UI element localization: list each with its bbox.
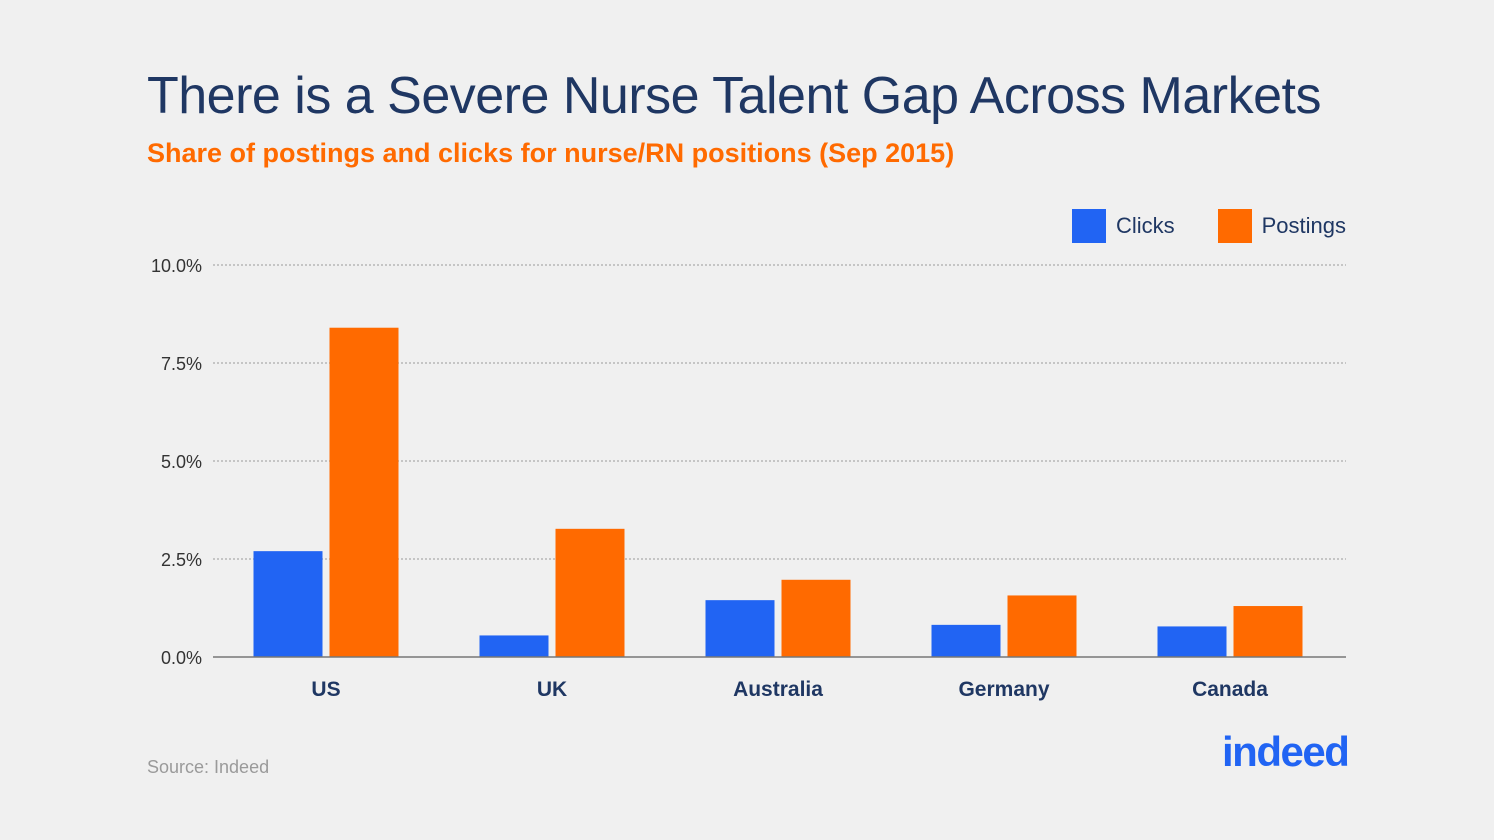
y-tick-label: 2.5% [161,550,202,570]
bar-clicks-us [253,551,323,657]
bar-postings-germany [1007,595,1077,657]
legend-swatch-clicks [1071,209,1106,243]
legend-label-postings: Postings [1261,213,1346,238]
x-tick-label: US [311,678,340,701]
x-tick-label: Germany [958,678,1049,701]
bar-clicks-uk [479,635,549,657]
bar-postings-us [329,327,399,657]
chart-title: There is a Severe Nurse Talent Gap Acros… [147,67,1321,125]
source-note: Source: Indeed [147,757,270,777]
y-tick-label: 0.0% [161,648,202,668]
x-tick-label: Australia [733,678,823,701]
y-tick-label: 7.5% [161,354,202,374]
bar-clicks-australia [705,600,775,657]
bar-postings-australia [781,579,851,657]
legend-item-clicks: Clicks [1071,209,1175,243]
bar-clicks-germany [931,624,1001,657]
legend-swatch-postings [1217,209,1252,243]
y-tick-label: 5.0% [161,452,202,472]
legend-label-clicks: Clicks [1115,213,1175,238]
legend-item-postings: Postings [1217,209,1346,243]
bar-postings-canada [1233,606,1303,657]
y-tick-label: 10.0% [151,256,202,276]
chart-subtitle: Share of postings and clicks for nurse/R… [147,138,955,168]
x-tick-label: UK [537,678,567,701]
legend: Clicks Postings [1029,209,1346,243]
indeed-logo: indeed [1222,728,1350,775]
bar-postings-uk [555,528,625,657]
x-tick-label: Canada [1192,678,1268,701]
bar-clicks-canada [1157,626,1227,657]
